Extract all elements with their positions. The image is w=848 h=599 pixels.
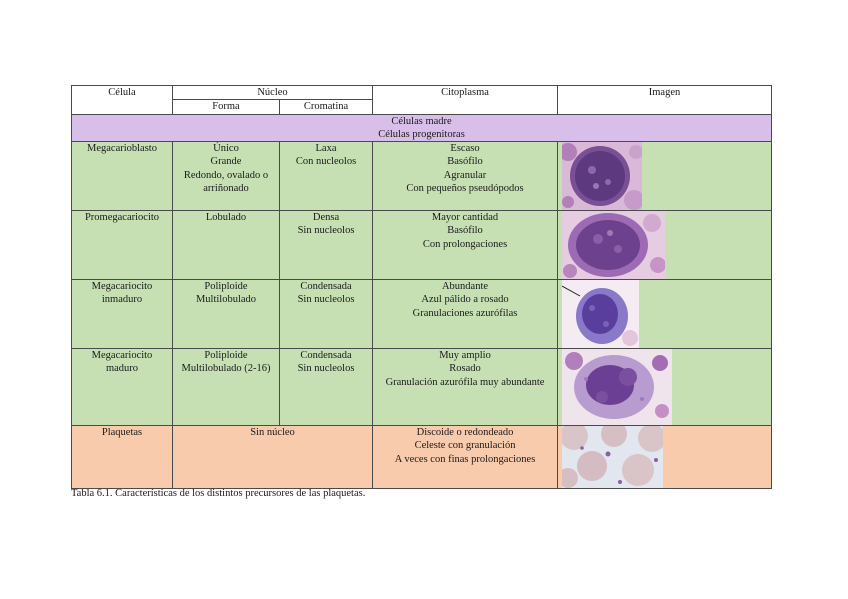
chromatin-line: Condensada bbox=[300, 281, 352, 293]
shape-line: Grande bbox=[210, 156, 242, 168]
cell-name-line: maduro bbox=[105, 363, 139, 375]
cell-name-line: Megacariocito bbox=[91, 281, 153, 293]
nucleus-chromatin: Densa Sin nucleolos bbox=[278, 210, 374, 281]
platelets-micrograph-icon bbox=[562, 426, 664, 488]
cell-name-line: Plaquetas bbox=[101, 427, 143, 439]
cytoplasm: Mayor cantidad Basófilo Con prolongacion… bbox=[372, 210, 559, 281]
promegakaryocyte-micrograph-icon bbox=[562, 211, 666, 279]
cytoplasm-line: Azul pálido a rosado bbox=[421, 294, 509, 306]
cytoplasm-line: Granulaciones azurófilas bbox=[412, 307, 518, 319]
cell-name-line: Megacarioblasto bbox=[87, 143, 157, 155]
chromatin-line: Sin nucleolos bbox=[297, 294, 355, 306]
header-shape: Forma bbox=[172, 99, 280, 115]
cytoplasm-line: Basófilo bbox=[447, 225, 483, 237]
cell-name: Megacariocito inmaduro bbox=[71, 279, 173, 350]
image-cell bbox=[557, 279, 773, 350]
nucleus-shape: Lobulado bbox=[172, 210, 280, 281]
cytoplasm: Escaso Basófilo Agranular Con pequeños p… bbox=[372, 141, 559, 212]
cytoplasm: Abundante Azul pálido a rosado Granulaci… bbox=[372, 279, 559, 350]
header-image: Imagen bbox=[557, 85, 773, 115]
cytoplasm-line: Basófilo bbox=[447, 156, 483, 168]
shape-line: Lobulado bbox=[205, 212, 247, 224]
cytoplasm-line: Escaso bbox=[450, 143, 480, 155]
nucleus-shape: Poliploide Multilobulado bbox=[172, 279, 280, 350]
cytoplasm-line: Mayor cantidad bbox=[431, 212, 499, 224]
chromatin-line: Densa bbox=[312, 212, 340, 224]
platelet-precursors-table: Célula Núcleo Citoplasma Imagen Forma Cr… bbox=[70, 84, 773, 490]
image-cell bbox=[557, 348, 773, 427]
cytoplasm-line: Con prolongaciones bbox=[422, 238, 508, 250]
shape-line: Único bbox=[213, 143, 239, 155]
cell-name-line: Megacariocito bbox=[91, 350, 153, 362]
nucleus-shape: Único Grande Redondo, ovalado o arriñona… bbox=[172, 141, 280, 212]
nucleus-chromatin: Condensada Sin nucleolos bbox=[278, 348, 374, 427]
nucleus-chromatin: Condensada Sin nucleolos bbox=[278, 279, 374, 350]
cytoplasm-line: Granulación azurófila muy abundante bbox=[385, 376, 545, 388]
header-nucleus: Núcleo bbox=[171, 84, 374, 101]
chromatin-line: Sin nucleolos bbox=[297, 363, 355, 375]
chromatin-line: Con nucleolos bbox=[295, 156, 357, 168]
nucleus: Sin núcleo bbox=[171, 425, 374, 490]
image-cell bbox=[557, 425, 773, 490]
cell-name-line: inmaduro bbox=[101, 294, 143, 306]
chromatin-line: Sin nucleolos bbox=[297, 225, 355, 237]
image-cell bbox=[557, 141, 773, 212]
shape-line: Poliploide bbox=[204, 281, 248, 293]
cytoplasm-line: A veces con finas prolongaciones bbox=[394, 453, 536, 465]
section-line: Células madre bbox=[391, 115, 452, 127]
cell-name: Promegacariocito bbox=[71, 210, 173, 281]
chromatin-line: Laxa bbox=[315, 143, 337, 155]
mature-megakaryocyte-micrograph-icon bbox=[562, 349, 673, 425]
section-stem-cells: Células madre Células progenitoras bbox=[70, 113, 773, 143]
chromatin-line: Condensada bbox=[300, 350, 352, 362]
cytoplasm-line: Con pequeños pseudópodos bbox=[406, 183, 524, 195]
shape-line: arriñonado bbox=[203, 183, 249, 195]
shape-line: Multilobulado bbox=[195, 294, 257, 306]
cell-name-line: Promegacariocito bbox=[84, 212, 160, 224]
nucleus-line: Sin núcleo bbox=[250, 427, 295, 439]
table-row: Megacariocito inmaduro Poliploide Multil… bbox=[71, 279, 773, 350]
shape-line: Multilobulado (2-16) bbox=[181, 363, 271, 375]
nucleus-shape: Poliploide Multilobulado (2-16) bbox=[172, 348, 280, 427]
image-cell bbox=[557, 210, 773, 281]
header-cytoplasm: Citoplasma bbox=[372, 85, 559, 115]
cytoplasm-line: Abundante bbox=[441, 281, 489, 293]
cytoplasm: Muy amplio Rosado Granulación azurófila … bbox=[372, 348, 559, 427]
table-row: Promegacariocito Lobulado Densa Sin nucl… bbox=[71, 210, 773, 281]
cytoplasm-line: Discoide o redondeado bbox=[416, 427, 514, 439]
cell-name: Megacariocito maduro bbox=[71, 348, 173, 427]
shape-line: Redondo, ovalado o bbox=[183, 169, 269, 181]
megakaryoblast-micrograph-icon bbox=[562, 142, 643, 210]
shape-line: Poliploide bbox=[204, 350, 248, 362]
header-cell: Célula bbox=[71, 85, 173, 115]
table-row: Plaquetas Sin núcleo Discoide o redondea… bbox=[71, 425, 773, 490]
section-line: Células progenitoras bbox=[378, 128, 465, 140]
immature-megakaryocyte-micrograph-icon bbox=[562, 280, 640, 348]
cytoplasm-line: Agranular bbox=[443, 169, 487, 181]
table-row: Megacarioblasto Único Grande Redondo, ov… bbox=[71, 141, 773, 212]
nucleus-chromatin: Laxa Con nucleolos bbox=[278, 141, 374, 212]
cytoplasm-line: Rosado bbox=[449, 363, 481, 375]
cytoplasm-line: Celeste con granulación bbox=[414, 440, 516, 452]
cytoplasm: Discoide o redondeado Celeste con granul… bbox=[372, 425, 559, 490]
cell-name: Plaquetas bbox=[71, 425, 173, 490]
cell-name: Megacarioblasto bbox=[71, 141, 173, 212]
header-chromatin: Cromatina bbox=[278, 99, 374, 115]
cytoplasm-line: Muy amplio bbox=[439, 350, 491, 362]
table-row: Megacariocito maduro Poliploide Multilob… bbox=[71, 348, 773, 427]
table-caption: Tabla 6.1. Características de los distin… bbox=[71, 488, 366, 499]
